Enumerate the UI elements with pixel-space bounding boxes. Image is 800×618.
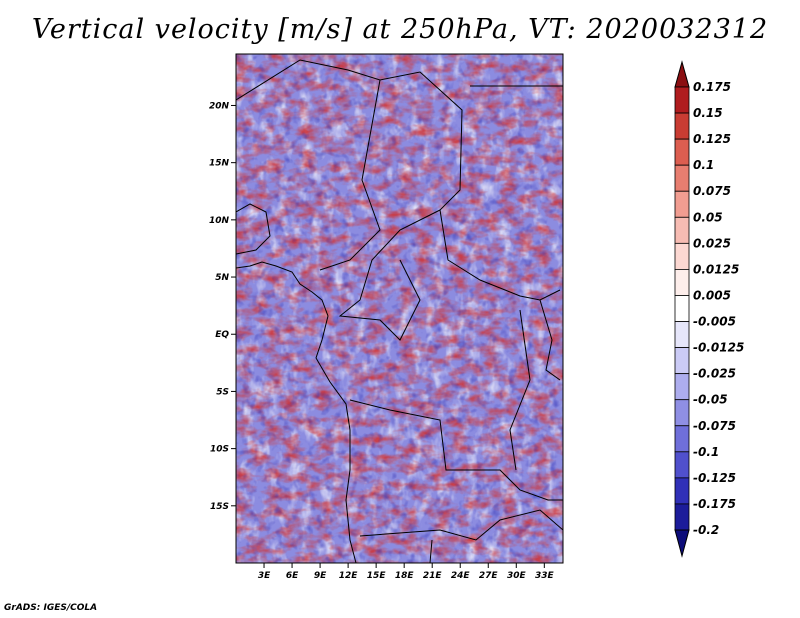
x-tick-label: 33E bbox=[535, 571, 555, 581]
x-tick-label: 18E bbox=[395, 571, 415, 581]
colorbar-label: -0.175 bbox=[693, 497, 736, 511]
velocity-field bbox=[236, 54, 563, 563]
x-tick-label: 27E bbox=[479, 571, 499, 581]
colorbar-label: 0.05 bbox=[693, 210, 723, 224]
colorbar-bin bbox=[674, 503, 690, 531]
colorbar-bin bbox=[674, 321, 690, 348]
y-tick-label: 20N bbox=[209, 101, 230, 111]
colorbar-bin bbox=[674, 399, 690, 427]
colorbar-label: 0.15 bbox=[693, 106, 723, 120]
colorbar-label: 0.025 bbox=[693, 236, 731, 250]
chart-title: Vertical velocity [m/s] at 250hPa, VT: 2… bbox=[31, 14, 769, 45]
colorbar-label: 0.005 bbox=[693, 288, 731, 302]
colorbar: 0.175 0.15 0.125 0.1 0.075 0.05 0.025 0.0125 0.0… bbox=[674, 60, 744, 558]
colorbar-label: -0.0125 bbox=[693, 341, 744, 355]
x-tick-label: 3E bbox=[258, 571, 271, 581]
colorbar-upper-extension bbox=[674, 60, 690, 88]
y-tick-label: 10N bbox=[209, 216, 230, 226]
x-tick-label: 12E bbox=[339, 571, 359, 581]
colorbar-label: -0.005 bbox=[693, 315, 736, 329]
colorbar-label: -0.025 bbox=[693, 367, 736, 381]
colorbar-label: -0.125 bbox=[693, 471, 736, 485]
colorbar-bin bbox=[674, 425, 690, 453]
colorbar-bin bbox=[674, 112, 690, 140]
colorbar-bin bbox=[674, 295, 690, 322]
x-tick-label: 30E bbox=[507, 571, 527, 581]
x-tick-label: 6E bbox=[286, 571, 299, 581]
colorbar-bin bbox=[674, 373, 690, 401]
colorbar-label: 0.175 bbox=[693, 80, 731, 94]
credit-label: GrADS: IGES/COLA bbox=[4, 603, 98, 613]
colorbar-bin bbox=[674, 190, 690, 218]
colorbar-bin bbox=[674, 216, 690, 244]
y-tick-label: 15N bbox=[209, 159, 230, 169]
x-tick-label: 9E bbox=[314, 571, 327, 581]
colorbar-bin bbox=[674, 451, 690, 479]
colorbar-lower-extension bbox=[674, 529, 690, 558]
colorbar-bin bbox=[674, 269, 690, 296]
y-tick-label: 5N bbox=[215, 273, 229, 283]
colorbar-label: -0.075 bbox=[693, 419, 736, 433]
y-tick-label: 5S bbox=[216, 387, 229, 397]
colorbar-bin bbox=[674, 347, 690, 375]
x-tick-label: 24E bbox=[451, 571, 471, 581]
x-tick-label: 15E bbox=[367, 571, 387, 581]
colorbar-label: -0.05 bbox=[693, 393, 728, 407]
colorbar-label: 0.0125 bbox=[693, 262, 739, 276]
colorbar-bin bbox=[674, 138, 690, 166]
colorbar-label: 0.1 bbox=[693, 158, 714, 172]
colorbar-label: 0.075 bbox=[693, 184, 731, 198]
colorbar-bin bbox=[674, 86, 690, 114]
y-tick-label: EQ bbox=[215, 330, 229, 340]
colorbar-label: -0.1 bbox=[693, 445, 719, 459]
colorbar-label: -0.2 bbox=[693, 523, 719, 537]
colorbar-bin bbox=[674, 164, 690, 192]
colorbar-bin bbox=[674, 242, 690, 270]
y-tick-label: 15S bbox=[210, 502, 229, 512]
plot-frame bbox=[235, 53, 564, 564]
y-tick-label: 10S bbox=[210, 445, 229, 455]
y-axis: 20N 15N 10N 5N EQ 5S 10S 15S bbox=[209, 101, 236, 512]
x-tick-label: 21E bbox=[423, 571, 443, 581]
x-axis: 3E 6E 9E 12E 15E 18E 21E 24E 27E 30E 33E bbox=[258, 563, 555, 581]
map-boundaries bbox=[236, 59, 563, 563]
colorbar-label: 0.125 bbox=[693, 132, 731, 146]
colorbar-bin bbox=[674, 477, 690, 505]
